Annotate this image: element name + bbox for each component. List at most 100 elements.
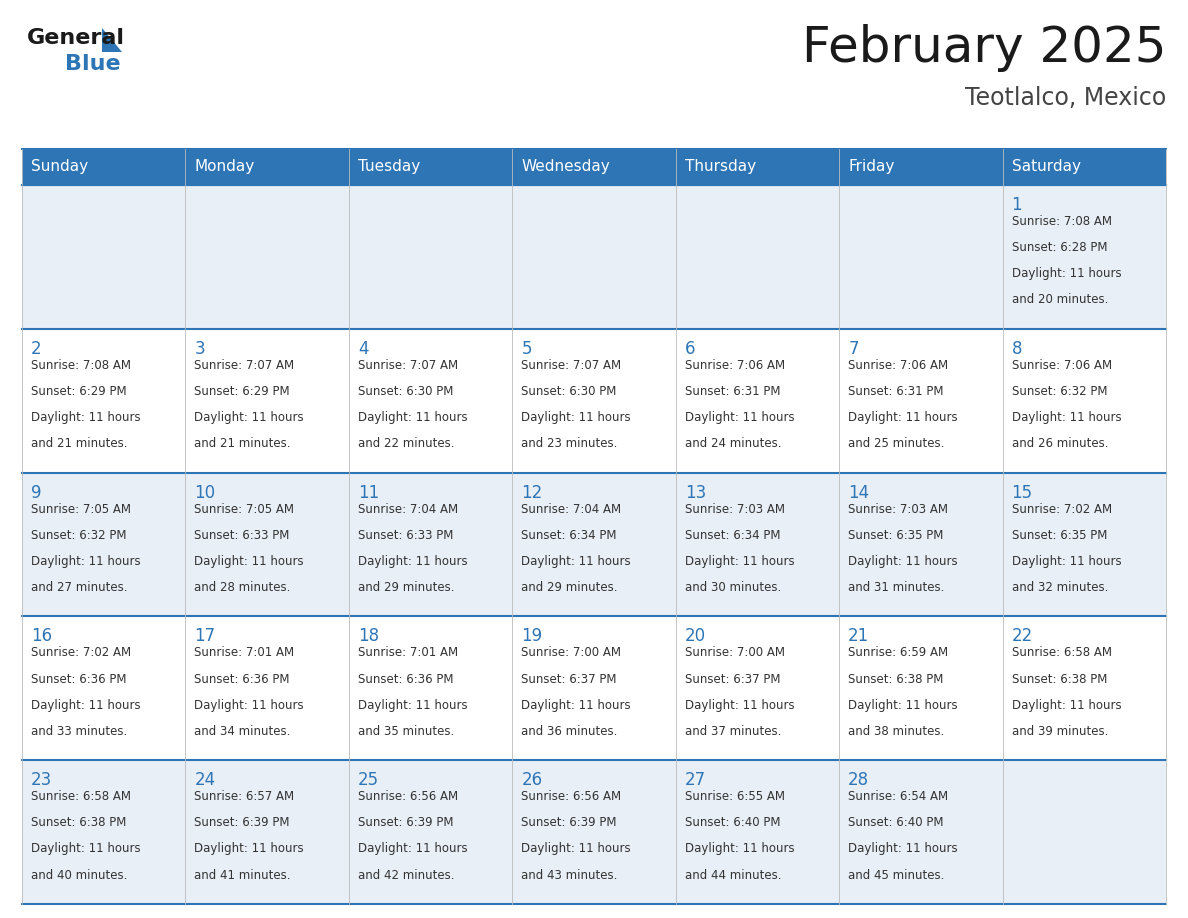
Text: 24: 24 [195, 771, 215, 789]
Text: Daylight: 11 hours: Daylight: 11 hours [358, 411, 468, 424]
Text: Sunset: 6:32 PM: Sunset: 6:32 PM [31, 529, 126, 542]
Text: 23: 23 [31, 771, 52, 789]
Text: Sunset: 6:34 PM: Sunset: 6:34 PM [522, 529, 617, 542]
Text: Daylight: 11 hours: Daylight: 11 hours [684, 554, 795, 568]
Text: 22: 22 [1011, 627, 1032, 645]
Text: Teotlalco, Mexico: Teotlalco, Mexico [965, 86, 1165, 110]
Bar [23, 616, 1165, 760]
Text: Thursday: Thursday [684, 160, 756, 174]
Text: and 23 minutes.: and 23 minutes. [522, 437, 618, 450]
Bar [23, 149, 1165, 185]
Text: Daylight: 11 hours: Daylight: 11 hours [358, 699, 468, 711]
Text: and 25 minutes.: and 25 minutes. [848, 437, 944, 450]
Text: Sunset: 6:35 PM: Sunset: 6:35 PM [848, 529, 943, 542]
Text: Daylight: 11 hours: Daylight: 11 hours [358, 554, 468, 568]
Text: Sunrise: 7:07 AM: Sunrise: 7:07 AM [358, 359, 459, 372]
Text: Daylight: 11 hours: Daylight: 11 hours [1011, 699, 1121, 711]
Text: and 35 minutes.: and 35 minutes. [358, 725, 454, 738]
Text: 6: 6 [684, 340, 695, 358]
Text: Sunset: 6:38 PM: Sunset: 6:38 PM [31, 816, 126, 829]
Text: Daylight: 11 hours: Daylight: 11 hours [195, 554, 304, 568]
Text: Sunset: 6:40 PM: Sunset: 6:40 PM [684, 816, 781, 829]
Text: Monday: Monday [195, 160, 254, 174]
Text: Sunrise: 7:08 AM: Sunrise: 7:08 AM [1011, 215, 1112, 228]
Text: and 38 minutes.: and 38 minutes. [848, 725, 944, 738]
Text: Sunrise: 7:03 AM: Sunrise: 7:03 AM [684, 502, 785, 516]
Text: Sunset: 6:38 PM: Sunset: 6:38 PM [1011, 673, 1107, 686]
Text: Sunrise: 7:08 AM: Sunrise: 7:08 AM [31, 359, 131, 372]
Text: and 29 minutes.: and 29 minutes. [522, 581, 618, 594]
Text: and 33 minutes.: and 33 minutes. [31, 725, 127, 738]
Text: February 2025: February 2025 [802, 24, 1165, 72]
Text: 11: 11 [358, 484, 379, 501]
Text: 16: 16 [31, 627, 52, 645]
Text: 14: 14 [848, 484, 870, 501]
Text: 19: 19 [522, 627, 543, 645]
Text: and 36 minutes.: and 36 minutes. [522, 725, 618, 738]
Text: Sunrise: 7:06 AM: Sunrise: 7:06 AM [1011, 359, 1112, 372]
Text: Sunrise: 7:04 AM: Sunrise: 7:04 AM [358, 502, 459, 516]
Text: 7: 7 [848, 340, 859, 358]
Text: Sunset: 6:37 PM: Sunset: 6:37 PM [684, 673, 781, 686]
Text: and 42 minutes.: and 42 minutes. [358, 868, 454, 881]
Text: Sunset: 6:36 PM: Sunset: 6:36 PM [195, 673, 290, 686]
Text: 27: 27 [684, 771, 706, 789]
Text: and 21 minutes.: and 21 minutes. [31, 437, 127, 450]
Text: and 43 minutes.: and 43 minutes. [522, 868, 618, 881]
Text: 1: 1 [1011, 196, 1022, 214]
Text: Daylight: 11 hours: Daylight: 11 hours [522, 699, 631, 711]
Bar [23, 185, 1165, 329]
Text: Sunset: 6:34 PM: Sunset: 6:34 PM [684, 529, 781, 542]
Text: and 34 minutes.: and 34 minutes. [195, 725, 291, 738]
Text: Sunrise: 6:54 AM: Sunrise: 6:54 AM [848, 790, 948, 803]
Text: 18: 18 [358, 627, 379, 645]
Text: 8: 8 [1011, 340, 1022, 358]
Text: Daylight: 11 hours: Daylight: 11 hours [31, 699, 140, 711]
Text: Sunrise: 6:56 AM: Sunrise: 6:56 AM [522, 790, 621, 803]
Text: Sunrise: 6:58 AM: Sunrise: 6:58 AM [31, 790, 131, 803]
Text: and 30 minutes.: and 30 minutes. [684, 581, 781, 594]
Text: Sunrise: 7:01 AM: Sunrise: 7:01 AM [358, 646, 459, 659]
Text: and 40 minutes.: and 40 minutes. [31, 868, 127, 881]
Text: Daylight: 11 hours: Daylight: 11 hours [1011, 554, 1121, 568]
Text: 3: 3 [195, 340, 206, 358]
Text: Daylight: 11 hours: Daylight: 11 hours [358, 843, 468, 856]
Text: and 31 minutes.: and 31 minutes. [848, 581, 944, 594]
Text: Sunrise: 7:00 AM: Sunrise: 7:00 AM [522, 646, 621, 659]
Text: Sunset: 6:36 PM: Sunset: 6:36 PM [31, 673, 126, 686]
Text: Daylight: 11 hours: Daylight: 11 hours [195, 699, 304, 711]
Text: 21: 21 [848, 627, 870, 645]
Text: Daylight: 11 hours: Daylight: 11 hours [848, 554, 958, 568]
Text: 10: 10 [195, 484, 215, 501]
Text: Sunset: 6:29 PM: Sunset: 6:29 PM [31, 385, 127, 397]
Text: Daylight: 11 hours: Daylight: 11 hours [195, 843, 304, 856]
Text: 26: 26 [522, 771, 543, 789]
Text: and 37 minutes.: and 37 minutes. [684, 725, 781, 738]
Text: Sunset: 6:38 PM: Sunset: 6:38 PM [848, 673, 943, 686]
Text: Sunset: 6:39 PM: Sunset: 6:39 PM [195, 816, 290, 829]
Text: Sunrise: 7:02 AM: Sunrise: 7:02 AM [1011, 502, 1112, 516]
Text: Daylight: 11 hours: Daylight: 11 hours [848, 843, 958, 856]
Text: Sunrise: 6:59 AM: Sunrise: 6:59 AM [848, 646, 948, 659]
Text: Daylight: 11 hours: Daylight: 11 hours [31, 554, 140, 568]
Text: Friday: Friday [848, 160, 895, 174]
Text: Sunset: 6:29 PM: Sunset: 6:29 PM [195, 385, 290, 397]
Text: Sunset: 6:31 PM: Sunset: 6:31 PM [684, 385, 781, 397]
Text: Sunset: 6:28 PM: Sunset: 6:28 PM [1011, 241, 1107, 254]
Text: Sunrise: 6:55 AM: Sunrise: 6:55 AM [684, 790, 785, 803]
Text: Sunset: 6:32 PM: Sunset: 6:32 PM [1011, 385, 1107, 397]
Text: Daylight: 11 hours: Daylight: 11 hours [1011, 267, 1121, 280]
Text: and 28 minutes.: and 28 minutes. [195, 581, 291, 594]
Text: 4: 4 [358, 340, 368, 358]
Text: Sunset: 6:30 PM: Sunset: 6:30 PM [522, 385, 617, 397]
Text: Daylight: 11 hours: Daylight: 11 hours [684, 411, 795, 424]
Text: Daylight: 11 hours: Daylight: 11 hours [522, 554, 631, 568]
Text: and 39 minutes.: and 39 minutes. [1011, 725, 1108, 738]
Text: Tuesday: Tuesday [358, 160, 421, 174]
Bar [23, 473, 1165, 616]
Text: Sunset: 6:33 PM: Sunset: 6:33 PM [195, 529, 290, 542]
Text: 28: 28 [848, 771, 870, 789]
Text: 5: 5 [522, 340, 532, 358]
Text: and 21 minutes.: and 21 minutes. [195, 437, 291, 450]
Text: Sunrise: 7:04 AM: Sunrise: 7:04 AM [522, 502, 621, 516]
